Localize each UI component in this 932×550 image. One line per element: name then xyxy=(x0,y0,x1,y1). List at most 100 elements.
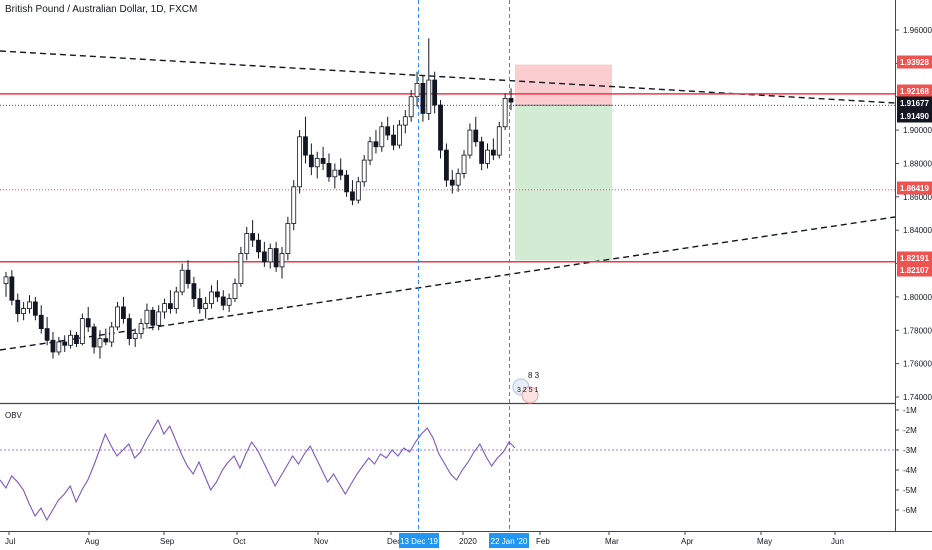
obv-line xyxy=(0,418,516,522)
candle-8 xyxy=(50,331,56,359)
candle-19 xyxy=(115,301,120,331)
target-zone[interactable] xyxy=(515,105,612,261)
y-tick-5: 1.86000 xyxy=(903,193,932,202)
badge-top-text: 8 3 xyxy=(528,371,540,380)
candle-12 xyxy=(74,331,79,347)
candle-75 xyxy=(444,143,449,187)
x-tick-8: Mar xyxy=(605,537,619,546)
horizontal-lines[interactable] xyxy=(0,93,895,263)
candle-16 xyxy=(97,330,103,359)
price-tag-label-3: 1.91490 xyxy=(900,112,929,121)
candle-55 xyxy=(326,153,332,182)
candle-35 xyxy=(209,285,214,309)
obv-tick-1: -2M xyxy=(903,426,917,435)
price-tag-label-4: 1.86419 xyxy=(900,184,929,193)
trend-lines[interactable] xyxy=(0,50,896,351)
candle-67 xyxy=(397,120,402,149)
y-tick-9: 1.78000 xyxy=(903,326,932,335)
candle-29 xyxy=(173,286,179,314)
candle-15 xyxy=(91,323,97,354)
obv-tick-4: -5M xyxy=(903,486,917,495)
badge-bottom-text: 3 2 5 1 xyxy=(517,387,539,394)
candle-33 xyxy=(197,288,203,314)
candle-37 xyxy=(220,290,226,311)
candle-9 xyxy=(56,336,62,356)
candle-61 xyxy=(361,155,367,187)
candle-53 xyxy=(314,151,320,179)
marker-label-22-jan: 22 Jan '20 xyxy=(491,537,528,546)
price-tag-label-6: 1.82107 xyxy=(900,266,929,275)
x-tick-7: Feb xyxy=(536,537,550,546)
y-tick-8: 1.80000 xyxy=(903,293,932,302)
candle-71 xyxy=(420,75,426,122)
x-tick-4: Nov xyxy=(314,537,328,546)
candle-51 xyxy=(303,116,308,164)
marker-label-13-dec: 13 Dec '19 xyxy=(400,537,439,546)
candle-44 xyxy=(261,241,267,267)
candle-85 xyxy=(502,93,508,131)
candle-18 xyxy=(109,321,115,347)
candle-78 xyxy=(461,150,467,179)
ascending-trendline[interactable] xyxy=(0,216,896,351)
x-tick-3: Oct xyxy=(233,537,246,546)
price-tag-6 xyxy=(897,263,932,277)
candle-48 xyxy=(285,216,291,261)
price-tag-3 xyxy=(897,109,932,123)
candle-86 xyxy=(508,88,514,111)
obv-tick-2: -3M xyxy=(903,446,917,455)
candle-41 xyxy=(244,226,250,261)
emoji-badge[interactable]: 8 3 3 2 5 1 xyxy=(512,371,540,404)
candle-65 xyxy=(385,116,391,141)
price-tag-1 xyxy=(897,84,932,98)
time-axis[interactable]: Jul Aug Sep Oct Nov Dec 2020 Feb Mar Apr May Jun xyxy=(5,531,844,546)
candle-54 xyxy=(320,146,326,171)
candle-11 xyxy=(68,330,73,349)
candle-64 xyxy=(379,121,385,152)
candle-27 xyxy=(162,298,167,319)
candle-23 xyxy=(138,318,144,339)
x-tick-9: Apr xyxy=(681,537,694,546)
candle-6 xyxy=(38,305,44,334)
candle-28 xyxy=(168,290,173,314)
stop-zone[interactable] xyxy=(515,64,612,106)
price-tag-4 xyxy=(897,181,932,195)
x-tick-10: May xyxy=(757,537,772,546)
price-tag-2 xyxy=(897,96,932,110)
price-tag-label-2: 1.91677 xyxy=(900,99,929,108)
candles xyxy=(3,38,514,359)
candle-32 xyxy=(191,276,197,307)
chart-title: British Pound / Australian Dollar, 1D, F… xyxy=(5,4,197,15)
candle-17 xyxy=(103,328,109,346)
candle-47 xyxy=(279,246,285,279)
candle-66 xyxy=(391,125,396,151)
candle-10 xyxy=(62,335,68,352)
position-box[interactable] xyxy=(515,64,612,261)
candle-73 xyxy=(432,71,438,114)
candle-77 xyxy=(455,168,461,192)
date-marker-lines xyxy=(418,0,510,532)
y-tick-10: 1.76000 xyxy=(903,360,932,369)
candle-79 xyxy=(467,123,473,159)
candle-80 xyxy=(473,116,479,147)
price-tag-0 xyxy=(897,55,932,69)
x-tick-5: Dec xyxy=(387,537,401,546)
candle-50 xyxy=(297,130,303,194)
candle-69 xyxy=(408,90,414,122)
candle-74 xyxy=(438,100,443,159)
candle-84 xyxy=(496,121,502,159)
candle-83 xyxy=(490,138,496,161)
candle-62 xyxy=(367,136,373,166)
candle-1 xyxy=(9,270,15,306)
candle-72 xyxy=(426,38,432,121)
candle-31 xyxy=(185,260,191,289)
y-tick-6: 1.84000 xyxy=(903,226,932,235)
candle-76 xyxy=(449,170,455,194)
price-tag-label-5: 1.82191 xyxy=(900,254,929,263)
obv-tick-3: -4M xyxy=(903,466,917,475)
obv-pane xyxy=(0,418,895,522)
candle-22 xyxy=(132,328,138,347)
candle-34 xyxy=(203,296,209,319)
candle-0 xyxy=(3,271,9,297)
price-tags: 1.93928 1.92168 1.91677 1.91490 1.86419 1.821… xyxy=(897,55,932,277)
